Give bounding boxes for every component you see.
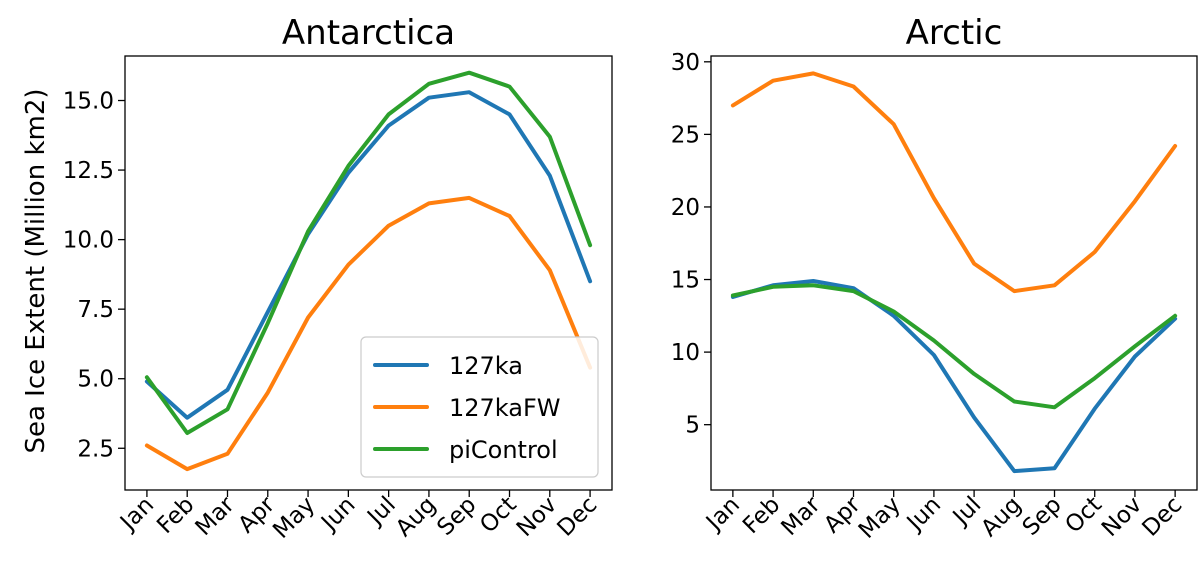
antarctica-x-tick-label: Nov [512,492,562,542]
antarctica-x-tick-label: Aug [391,492,441,542]
arctic-title: Arctic [906,13,1003,53]
arctic-x-tick-label: Jun [901,492,946,537]
legend-box [360,336,599,478]
arctic-series-127kafw [730,71,1178,294]
antarctica-x-tick-label: Dec [552,492,602,542]
antarctica-series-127kafw [144,195,593,472]
antarctica-y-tick-label: 12.5 [63,158,114,184]
arctic-x-tick-label: Sep [1018,492,1067,541]
arctic-y-tick-label: 15 [671,268,700,294]
antarctica-y-tick-label: 7.5 [77,297,114,323]
arctic-x-tick-label: Jan [700,492,745,537]
arctic-axes-frame [710,55,1198,491]
arctic-x-tick-label: Nov [1097,492,1147,542]
antarctica-x-tick-label: Feb [152,492,199,539]
arctic-series-picontrol [730,283,1178,410]
antarctica-title: Antarctica [282,13,455,53]
arctic-x-tick-label: Dec [1138,492,1188,542]
antarctica-x-tick-label: Mar [191,491,240,540]
arctic-y-tick-label: 20 [671,195,700,221]
antarctica-axes-frame [124,55,613,491]
arctic-y-tick-label: 30 [671,50,700,76]
arctic-y-tick-label: 25 [671,122,700,148]
antarctica-x-tick-label: May [268,492,320,544]
legend-label-127ka: 127ka [449,352,523,380]
antarctica-x-tick-label: Oct [475,492,522,539]
antarctica-x-tick-label: Sep [432,492,481,541]
legend-label-picontrol: piControl [449,436,558,464]
antarctica-series-127ka [144,90,593,420]
arctic-y-tick-label: 5 [685,413,700,439]
antarctica-y-tick-label: 15.0 [63,89,114,115]
arctic-y-tick-label: 10 [671,340,700,366]
antarctica-y-tick-label: 2.5 [77,436,114,462]
antarctica-x-tick-label: Jan [114,492,159,537]
arctic-x-tick-label: Oct [1060,492,1107,539]
antarctica-x-tick-label: Jun [315,492,360,537]
arctic-series-127ka [730,279,1178,474]
antarctica-series-picontrol [144,70,593,435]
arctic-x-tick-label: Mar [776,491,825,540]
legend-label-127kafw: 127kaFW [449,394,561,422]
arctic-x-tick-label: Feb [738,492,785,539]
antarctica-panel: Antarctica 2.5 5.0 7.5 10.0 12.5 15.0 JanFebMar… [63,13,613,544]
arctic-x-tick-label: May [854,492,906,544]
antarctica-y-tick-label: 5.0 [77,367,114,393]
y-axis-label: Sea Ice Extent (Million km2) [21,88,51,453]
arctic-x-tick-label: Aug [976,492,1026,542]
antarctica-y-tick-label: 10.0 [63,228,114,254]
